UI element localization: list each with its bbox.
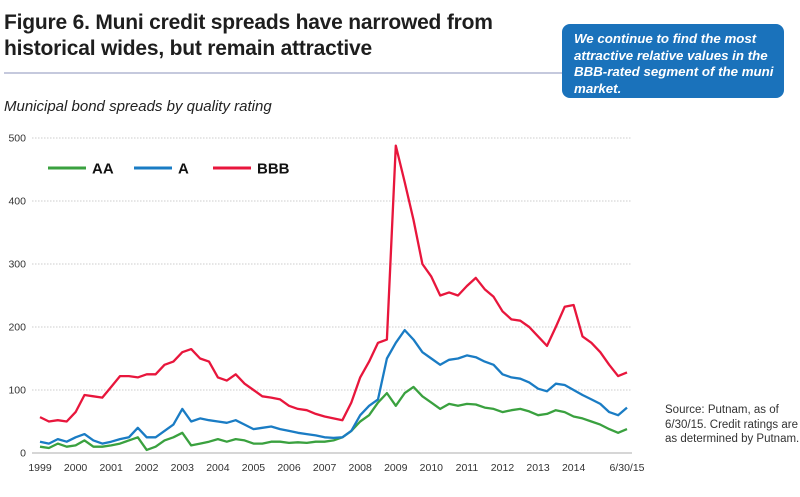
y-tick-label: 0 [20,448,26,460]
series-lines [39,144,628,452]
y-tick-label: 100 [8,385,26,397]
x-tick-label: 2012 [491,462,515,474]
x-tick-label: 2006 [277,462,301,474]
x-axis-ticks: 1999 2000 2001 2002 2003 2004 2005 2006 2007 2008… [28,462,644,474]
x-tick-label: 2001 [99,462,123,474]
gridlines [32,137,632,454]
series-line-aa [39,385,628,452]
series-line-bbb [39,144,628,423]
legend-label: BBB [257,161,290,178]
x-tick-label: 2005 [242,462,266,474]
x-tick-label: 2011 [456,462,479,474]
x-tick-label: 1999 [28,462,52,474]
y-tick-label: 200 [8,322,26,334]
x-tick-label: 2008 [349,462,373,474]
x-tick-label: 2013 [526,462,550,474]
series-line-a [39,328,628,445]
source-note: Source: Putnam, as of 6/30/15. Credit ra… [665,404,800,445]
x-tick-label: 2010 [420,462,444,474]
chart-subtitle: Municipal bond spreads by quality rating [4,98,272,115]
x-tick-label: 6/30/15 [609,462,644,474]
x-tick-label: 2009 [384,462,408,474]
x-tick-label: 2007 [313,462,337,474]
legend-item-a: A [134,161,189,178]
x-tick-label: 2002 [135,462,159,474]
figure-title: Figure 6. Muni credit spreads have narro… [4,11,493,60]
legend-label: AA [92,161,114,178]
y-tick-label: 500 [8,133,26,145]
legend: AA A BBB [48,161,290,178]
legend-item-aa: AA [48,161,114,178]
y-axis-ticks: 0 100 200 300 400 500 [8,133,26,460]
x-tick-label: 2000 [64,462,88,474]
callout-box: We continue to find the most attractive … [562,24,784,98]
y-tick-label: 400 [8,196,26,208]
title-divider [4,72,604,74]
x-tick-label: 2004 [206,462,230,474]
x-tick-label: 2014 [562,462,586,474]
y-tick-label: 300 [8,259,26,271]
x-tick-label: 2003 [171,462,195,474]
legend-item-bbb: BBB [213,161,290,178]
legend-label: A [178,161,189,178]
